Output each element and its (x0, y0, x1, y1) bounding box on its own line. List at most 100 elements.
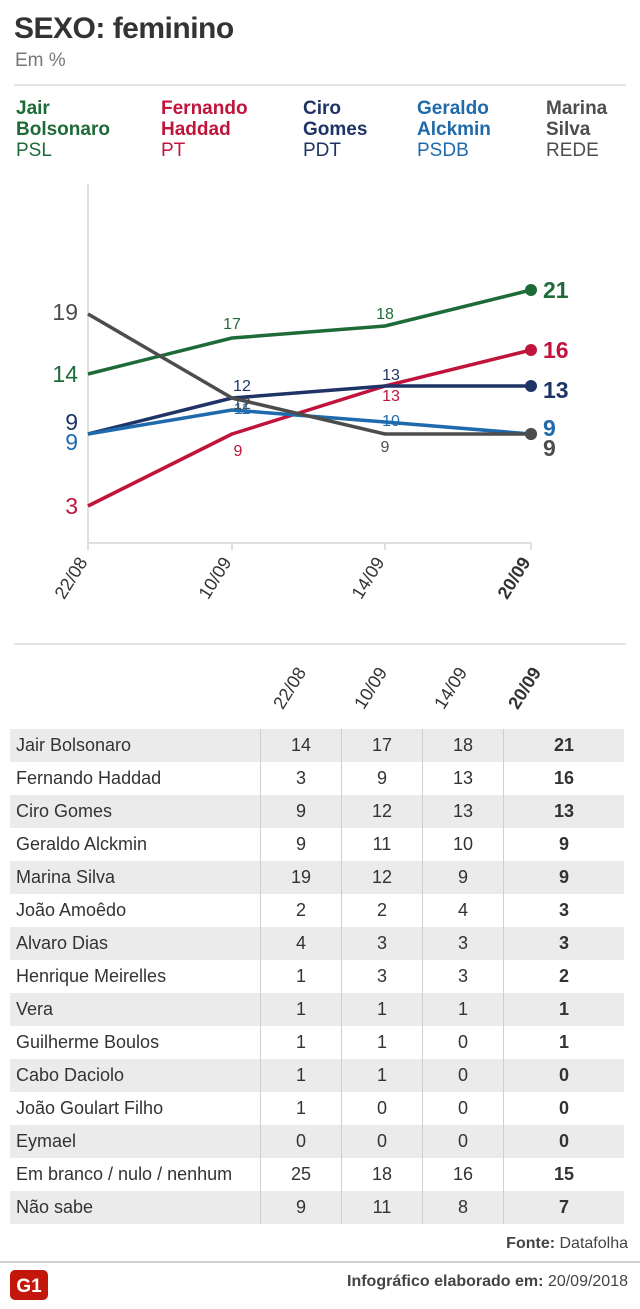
data-label: 11 (234, 401, 251, 418)
table-cell: 9 (260, 1191, 342, 1224)
table-cell: 10 (422, 828, 504, 861)
table-cell: 0 (503, 1059, 624, 1092)
legend-candidate-name: Jair Bolsonaro (16, 98, 110, 140)
table-cell: 18 (422, 729, 504, 762)
table-cell: 1 (260, 1092, 342, 1125)
table-cell: 1 (260, 960, 342, 993)
table-cell: 18 (341, 1158, 423, 1191)
credit-note: Infográfico elaborado em: 20/09/2018 (347, 1273, 628, 1290)
table-cell: 15 (553, 1164, 575, 1184)
g1-logo: G1 (10, 1270, 48, 1300)
legend-party: PSL (16, 140, 52, 161)
table-cell: 3 (558, 900, 569, 920)
chart-title: SEXO: feminino (14, 12, 234, 45)
data-point (525, 344, 537, 356)
source-note: Fonte: Datafolha (506, 1235, 628, 1252)
results-table: Jair Bolsonaro 14 17 18 21 Fernando Haddad 3 9 1… (10, 729, 624, 1224)
table-cell: 8 (422, 1191, 504, 1224)
table-row: Henrique Meirelles 1 3 3 2 (10, 960, 624, 993)
chart-subtitle: Em % (15, 50, 66, 71)
series-line (87, 288, 532, 376)
data-point (525, 380, 537, 392)
table-cell: 4 (260, 927, 342, 960)
table-cell: 13 (422, 795, 504, 828)
legend-candidate-name: Fernando Haddad (161, 98, 248, 140)
table-row: Geraldo Alckmin 9 11 10 9 (10, 828, 624, 861)
table-cell: 0 (503, 1125, 624, 1158)
table-cell: 3 (422, 927, 504, 960)
data-label: 9 (65, 429, 78, 455)
table-cell: 0 (422, 1026, 504, 1059)
legend-party: PT (161, 140, 186, 161)
data-label: 17 (223, 316, 241, 333)
data-label: 9 (234, 443, 243, 460)
column-header: 10/09 (350, 663, 392, 713)
data-point (525, 284, 537, 296)
row-candidate-name: Eymael (10, 1125, 261, 1158)
table-cell: 3 (260, 762, 342, 795)
table-cell: 16 (422, 1158, 504, 1191)
table-cell: 1 (422, 993, 504, 1026)
series-line (87, 348, 532, 508)
row-candidate-name: João Amoêdo (10, 894, 261, 927)
data-label: 21 (543, 277, 569, 303)
legend-party: REDE (546, 140, 599, 161)
x-tick-label: 14/09 (348, 554, 389, 603)
row-candidate-name: Jair Bolsonaro (10, 729, 261, 762)
table-row: Marina Silva 19 12 9 9 (10, 861, 624, 894)
table-row: Guilherme Boulos 1 1 0 1 (10, 1026, 624, 1059)
table-cell: 13 (422, 762, 504, 795)
table-cell: 7 (503, 1191, 624, 1224)
column-header: 22/08 (269, 663, 311, 713)
row-candidate-name: Cabo Daciolo (10, 1059, 261, 1092)
row-candidate-name: Vera (10, 993, 261, 1026)
table-row: Em branco / nulo / nenhum 25 18 16 15 (10, 1158, 624, 1191)
series-line (87, 312, 531, 436)
table-row: João Amoêdo 2 2 4 3 (10, 894, 624, 927)
data-label: 13 (543, 377, 569, 403)
series-line (87, 384, 531, 436)
column-header: 20/09 (504, 663, 546, 713)
table-row: Jair Bolsonaro 14 17 18 21 (10, 729, 624, 762)
table-row: João Goulart Filho 1 0 0 0 (10, 1092, 624, 1125)
table-cell: 2 (558, 966, 569, 986)
table-row: Ciro Gomes 9 12 13 13 (10, 795, 624, 828)
data-label: 12 (233, 396, 251, 413)
legend-item: Jair Bolsonaro PSL (16, 98, 110, 161)
data-label: 10 (382, 413, 400, 430)
table-cell: 11 (341, 1191, 423, 1224)
svg-text:G1: G1 (16, 1276, 42, 1297)
table-cell: 2 (341, 894, 423, 927)
table-cell: 1 (558, 1032, 569, 1052)
legend-candidate-name: Geraldo Alckmin (417, 98, 491, 140)
legend-candidate-name: Marina Silva (546, 98, 608, 140)
table-cell: 1 (260, 1026, 342, 1059)
legend-item: Geraldo Alckmin PSDB (417, 98, 491, 161)
table-cell: 1 (341, 1026, 423, 1059)
x-tick-label: 10/09 (195, 554, 236, 603)
row-candidate-name: Geraldo Alckmin (10, 828, 261, 861)
row-candidate-name: Fernando Haddad (10, 762, 261, 795)
data-point (525, 428, 537, 440)
legend-item: Fernando Haddad PT (161, 98, 248, 161)
table-cell: 3 (422, 960, 504, 993)
data-label: 16 (543, 337, 569, 363)
data-label: 9 (65, 409, 78, 435)
table-cell: 19 (260, 861, 342, 894)
line-chart: 22/08 10/09 14/09 20/09 14 17 18 21 3 9 13 16 9 12 13 1… (51, 184, 569, 603)
table-row: Cabo Daciolo 1 1 0 0 (10, 1059, 624, 1092)
table-cell: 9 (558, 834, 569, 854)
row-candidate-name: João Goulart Filho (10, 1092, 261, 1125)
x-tick-label: 22/08 (51, 554, 92, 603)
table-row: Vera 1 1 1 1 (10, 993, 624, 1026)
data-label: 9 (543, 435, 556, 461)
table-cell: 3 (341, 960, 423, 993)
chart-divider (14, 643, 626, 645)
table-cell: 4 (422, 894, 504, 927)
data-label: 13 (382, 388, 400, 405)
table-cell: 1 (341, 1059, 423, 1092)
table-cell: 16 (553, 768, 575, 788)
table-cell: 0 (558, 1098, 569, 1118)
legend-candidate-name: Ciro Gomes (303, 98, 368, 140)
header-divider (14, 84, 626, 86)
